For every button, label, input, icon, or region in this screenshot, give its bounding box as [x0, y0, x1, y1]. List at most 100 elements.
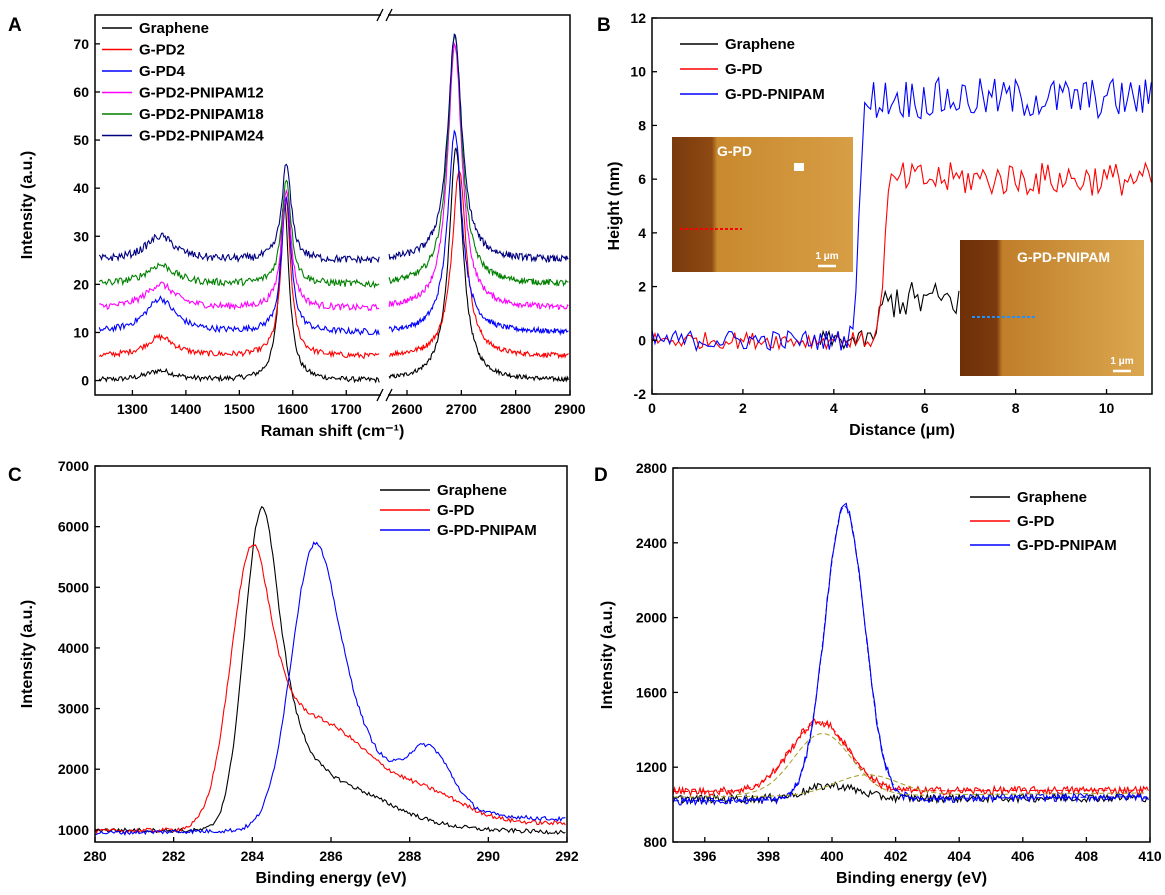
panel-label-c: C	[8, 465, 22, 486]
y-tick-label: 4000	[58, 640, 89, 656]
legend-label: G-PD2-PNIPAM12	[139, 85, 264, 102]
series-line-right	[388, 33, 569, 264]
series-line-left	[98, 200, 380, 384]
series-line-right	[388, 147, 569, 383]
y-tick-label: 1200	[636, 759, 667, 775]
y-tick-label: 6	[638, 171, 646, 187]
axis-break-mark	[376, 388, 384, 402]
series-line-right	[388, 129, 569, 336]
plot-area-c	[95, 505, 566, 836]
axis-break-gap	[381, 9, 388, 21]
x-axis-label: Binding energy (eV)	[255, 870, 406, 887]
y-tick-label: 3000	[58, 701, 89, 717]
x-tick-label: 286	[319, 848, 343, 864]
y-tick-label: 1600	[636, 684, 667, 700]
y-tick-label: 10	[73, 324, 89, 340]
inset-label: G-PD-PNIPAM	[1017, 249, 1110, 265]
x-tick-label: 2700	[446, 401, 477, 417]
x-axis-label: Raman shift (cm⁻¹)	[261, 423, 405, 440]
fit-curve	[673, 721, 1147, 792]
height-profile-line	[652, 161, 1152, 351]
xps-spectrum-line	[95, 541, 566, 836]
x-tick-label: 290	[477, 848, 501, 864]
plot-area-a	[98, 33, 569, 384]
y-tick-label: 1000	[58, 822, 89, 838]
y-axis-label: Height (nm)	[606, 162, 623, 251]
x-tick-label: 398	[757, 848, 781, 864]
afm-image	[960, 240, 1144, 376]
y-axis-label: Intensity (a.u.)	[599, 601, 616, 709]
legend-label: G-PD	[1017, 513, 1055, 530]
y-tick-label: 20	[73, 276, 89, 292]
afm-inset-g-pd-pnipam: G-PD-PNIPAM 1 μm	[960, 240, 1144, 376]
x-tick-label: 1600	[277, 401, 308, 417]
x-tick-label: 402	[884, 848, 908, 864]
xps-spectrum-line	[95, 505, 566, 835]
x-tick-label: 1500	[224, 401, 255, 417]
x-tick-label: 4	[830, 400, 838, 416]
y-tick-label: 50	[73, 132, 89, 148]
panel-label-b: B	[597, 15, 611, 36]
x-tick-label: 2800	[500, 401, 531, 417]
series-line-left	[98, 199, 380, 360]
scale-bar-label: 1 μm	[815, 251, 838, 262]
x-tick-label: 0	[648, 400, 656, 416]
legend-label: Graphene	[139, 20, 209, 37]
x-tick-label: 410	[1138, 848, 1162, 864]
series-line-right	[388, 41, 569, 311]
x-tick-label: 2	[739, 400, 747, 416]
plot-frame-b	[651, 17, 1153, 395]
legend-label: G-PD2-PNIPAM24	[139, 128, 264, 145]
plot-frame-a	[94, 14, 571, 396]
fit-curve	[673, 505, 1147, 802]
x-tick-label: 1400	[170, 401, 201, 417]
legend-label: Graphene	[437, 482, 507, 499]
x-tick-label: 408	[1075, 848, 1099, 864]
legend-label: G-PD-PNIPAM	[725, 86, 825, 103]
height-profile-line	[652, 76, 1152, 353]
plot-area-d	[673, 502, 1149, 807]
x-tick-label: 2600	[391, 401, 422, 417]
axis-break-mark	[385, 388, 393, 402]
legend-label: G-PD2	[139, 42, 185, 59]
x-tick-label: 282	[162, 848, 186, 864]
y-tick-label: 2	[638, 279, 646, 295]
y-tick-label: 60	[73, 84, 89, 100]
x-tick-label: 288	[398, 848, 422, 864]
series-line-left	[98, 163, 380, 264]
x-tick-label: 292	[555, 848, 579, 864]
y-tick-label: 800	[644, 834, 668, 850]
legend-label: G-PD	[437, 502, 475, 519]
x-tick-label: 404	[948, 848, 972, 864]
y-tick-label: 0	[81, 373, 89, 389]
y-tick-label: -2	[634, 386, 647, 402]
plot-frame-d	[672, 467, 1151, 843]
y-tick-label: 4	[638, 225, 646, 241]
y-tick-label: 2400	[636, 535, 667, 551]
y-tick-label: 40	[73, 180, 89, 196]
legend-label: G-PD2-PNIPAM18	[139, 106, 264, 123]
x-tick-label: 2900	[554, 401, 585, 417]
panel-label-a: A	[8, 15, 22, 36]
x-tick-label: 8	[1012, 400, 1020, 416]
fit-component	[736, 732, 925, 796]
y-tick-label: 8	[638, 117, 646, 133]
x-tick-label: 1700	[331, 401, 362, 417]
afm-particle	[794, 163, 804, 171]
y-tick-label: 12	[630, 10, 646, 26]
series-line-left	[98, 195, 380, 336]
x-tick-label: 406	[1011, 848, 1035, 864]
inset-label: G-PD	[717, 143, 752, 159]
series-line-right	[388, 33, 569, 288]
scale-bar-label: 1 μm	[1110, 356, 1133, 367]
x-tick-label: 6	[921, 400, 929, 416]
axis-break-mark	[385, 8, 393, 22]
y-tick-label: 7000	[58, 458, 89, 474]
x-tick-label: 10	[1099, 400, 1115, 416]
axis-break-gap	[381, 389, 388, 401]
y-tick-label: 70	[73, 36, 89, 52]
xps-spectrum-line	[673, 718, 1149, 798]
y-tick-label: 5000	[58, 579, 89, 595]
legend-label: G-PD-PNIPAM	[1017, 537, 1117, 554]
x-tick-label: 1300	[117, 401, 148, 417]
